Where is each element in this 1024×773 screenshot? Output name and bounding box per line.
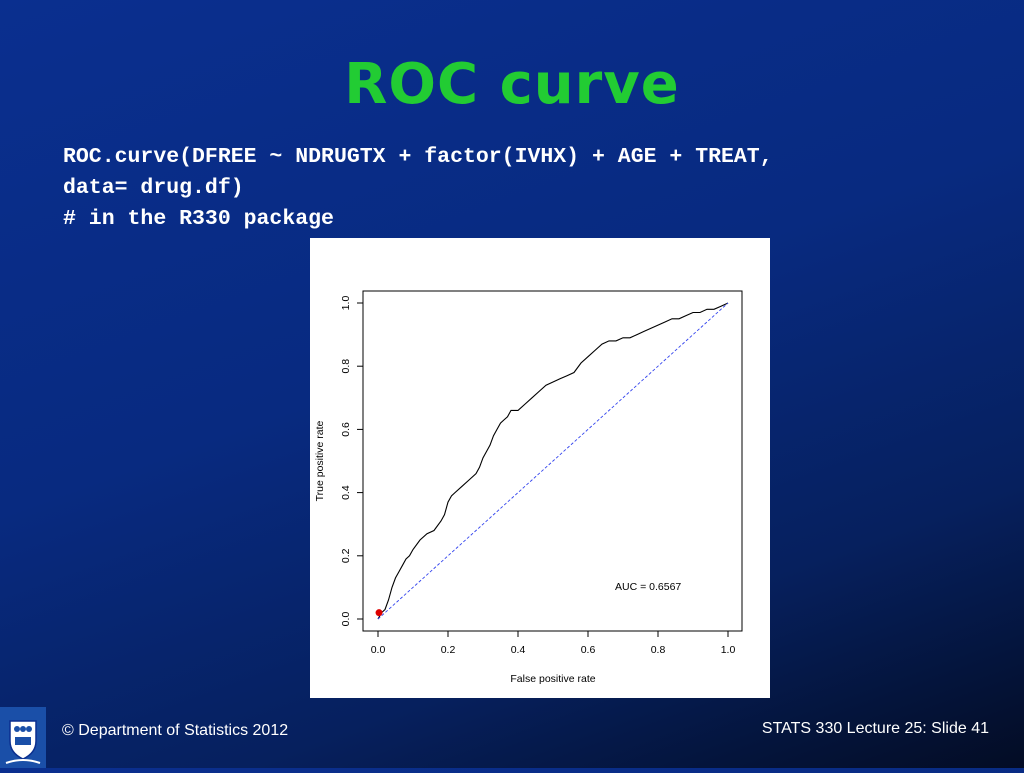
code-block: ROC.curve(DFREE ~ NDRUGTX + factor(IVHX)…	[63, 142, 773, 235]
chance-diagonal-line	[377, 302, 729, 620]
x-tick-label: 0.4	[511, 644, 526, 656]
auc-annotation: AUC = 0.6567	[615, 581, 681, 593]
x-tick-label: 0.0	[371, 644, 386, 656]
x-tick-label: 0.2	[441, 644, 456, 656]
y-tick-label: 0.4	[340, 485, 352, 500]
roc-plot-panel: 0.0 0.2 0.4 0.6 0.8 1.0 0.0 0.2 0.4 0.6 0.8 1.0 Fals…	[310, 238, 770, 698]
y-tick-label: 0.6	[340, 422, 352, 437]
y-tick-label: 1.0	[340, 296, 352, 311]
y-tick-label: 0.8	[340, 359, 352, 374]
plot-frame	[362, 290, 743, 632]
code-line-3: # in the R330 package	[63, 207, 334, 231]
x-axis-label: False positive rate	[510, 673, 595, 685]
roc-curve-line	[377, 302, 729, 620]
y-tick-label: 0.2	[340, 548, 352, 563]
university-crest-icon	[0, 707, 46, 768]
x-tick-label: 0.6	[581, 644, 596, 656]
roc-chart: 0.0 0.2 0.4 0.6 0.8 1.0 0.0 0.2 0.4 0.6 0.8 1.0 Fals…	[314, 290, 743, 685]
y-axis-label: True positive rate	[314, 420, 326, 501]
highlight-point	[375, 609, 383, 617]
footer-copyright: © Department of Statistics 2012	[62, 722, 289, 739]
x-tick-label: 1.0	[721, 644, 736, 656]
slide-title: ROC curve	[344, 52, 680, 117]
code-line-2: data= drug.df)	[63, 176, 244, 200]
code-line-1: ROC.curve(DFREE ~ NDRUGTX + factor(IVHX)…	[63, 145, 773, 169]
x-tick-label: 0.8	[651, 644, 666, 656]
y-tick-label: 0.0	[340, 612, 352, 627]
footer-slide-number: STATS 330 Lecture 25: Slide 41	[761, 720, 989, 737]
